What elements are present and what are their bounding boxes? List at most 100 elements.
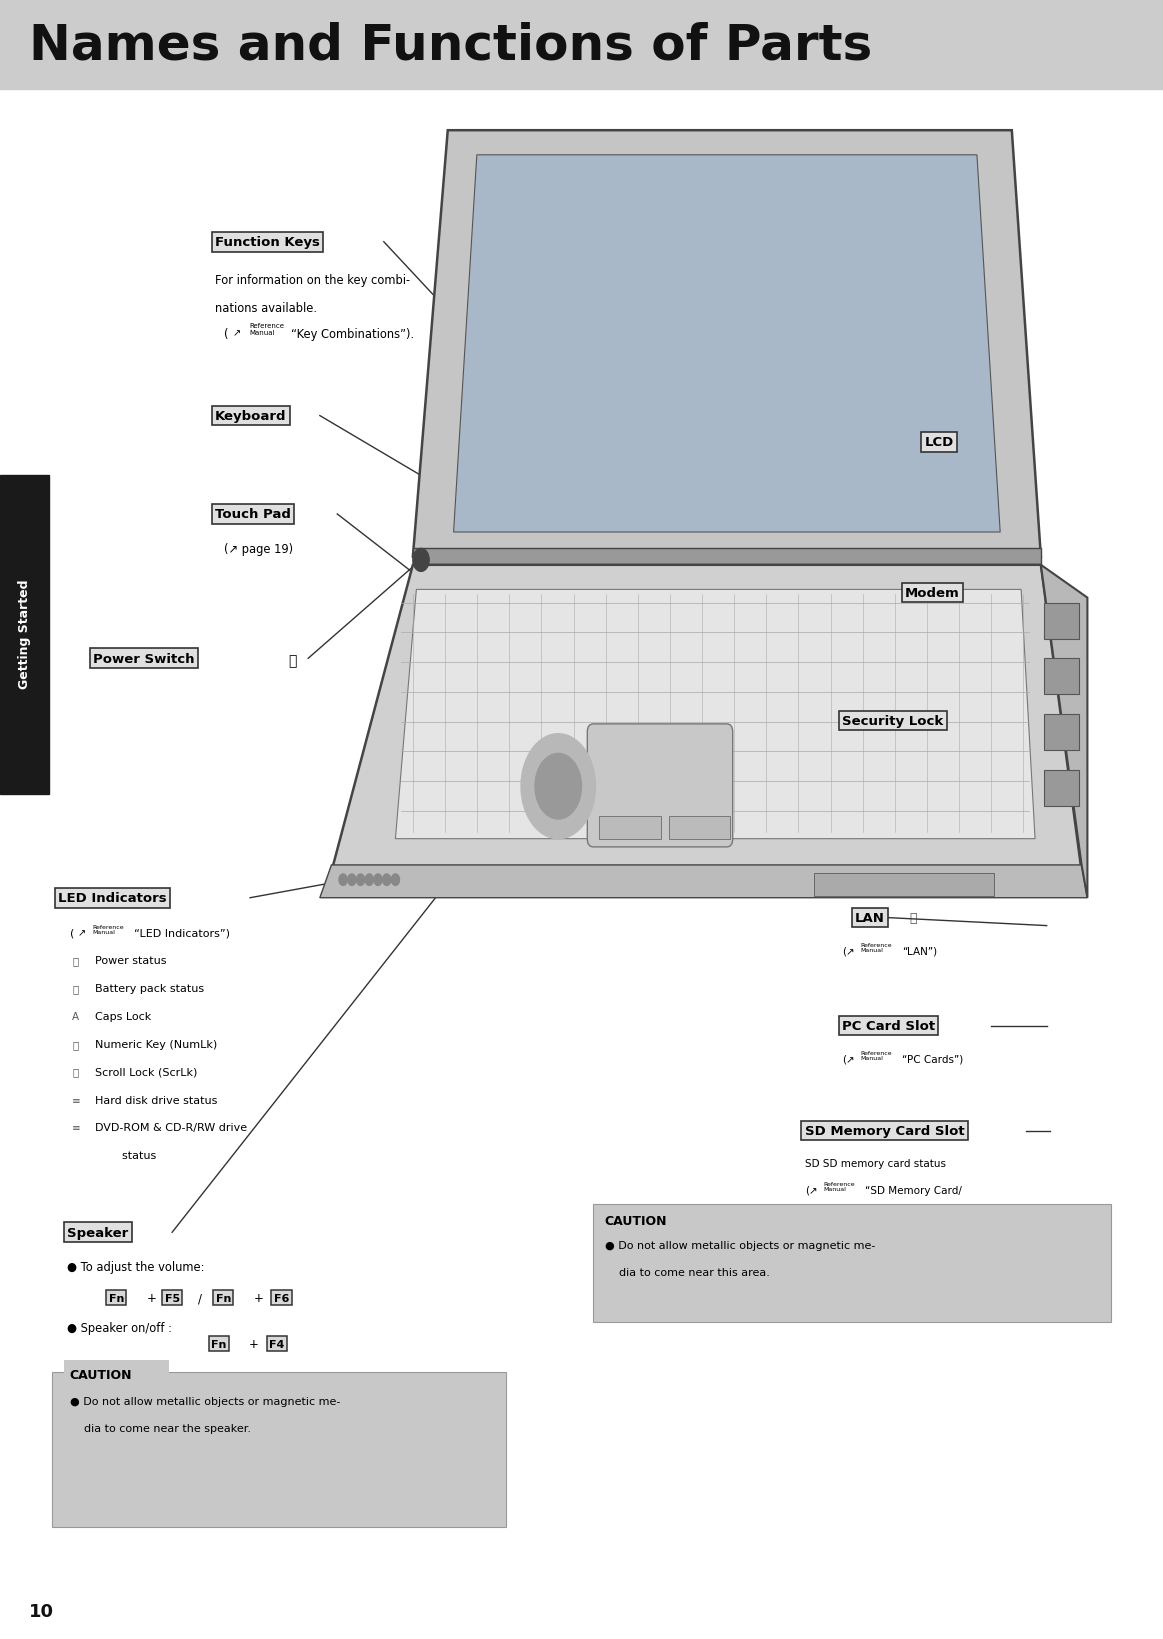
Polygon shape [413, 131, 1041, 557]
Text: ≡: ≡ [72, 1123, 81, 1133]
Text: “Key Combinations”).: “Key Combinations”). [291, 328, 414, 341]
Circle shape [374, 875, 381, 885]
Text: CAUTION: CAUTION [70, 1369, 133, 1382]
Text: +: + [249, 1337, 258, 1351]
Text: 10: 10 [29, 1603, 53, 1619]
Text: dia to come near this area.: dia to come near this area. [619, 1267, 770, 1277]
Text: status: status [108, 1151, 156, 1160]
Text: manual that comes with cable.: manual that comes with cable. [842, 864, 1014, 874]
FancyBboxPatch shape [587, 724, 733, 847]
Text: ● To adjust the volume:: ● To adjust the volume: [67, 1260, 205, 1274]
Bar [0, 475, 49, 795]
Polygon shape [320, 865, 1087, 898]
Text: MultiMedia Card”): MultiMedia Card”) [805, 1211, 899, 1221]
Text: LED Indicators: LED Indicators [58, 892, 166, 905]
Bar [1044, 603, 1079, 639]
Bar [0, 0, 1163, 90]
Text: Reference
Manual: Reference Manual [923, 618, 955, 628]
Text: “LED Indicators”): “LED Indicators”) [134, 928, 230, 938]
Text: Modem: Modem [905, 587, 959, 600]
Text: ↗: ↗ [78, 928, 86, 938]
Text: LAN: LAN [855, 911, 885, 924]
Text: Reference
Manual: Reference Manual [861, 1051, 892, 1060]
Polygon shape [454, 156, 1000, 533]
Text: A: A [72, 1011, 79, 1021]
Text: (↗: (↗ [842, 946, 855, 956]
Text: Touch Pad: Touch Pad [215, 508, 291, 521]
Text: Caps Lock: Caps Lock [95, 1011, 151, 1021]
Text: “LAN”): “LAN”) [902, 946, 937, 956]
Polygon shape [413, 549, 1041, 574]
Text: LCD: LCD [925, 436, 954, 449]
Text: Ⓝ: Ⓝ [72, 1067, 78, 1077]
Text: (: ( [70, 928, 74, 938]
Bar [64, 1360, 169, 1390]
Bar [814, 874, 994, 897]
Bar [1044, 770, 1079, 806]
Text: Reference
Manual: Reference Manual [861, 942, 892, 952]
Bar [1044, 715, 1079, 751]
Text: (↗: (↗ [805, 1185, 818, 1195]
Text: CAUTION: CAUTION [605, 1214, 668, 1228]
Circle shape [521, 734, 595, 839]
Text: “PC Cards”): “PC Cards”) [902, 1054, 964, 1064]
Circle shape [413, 549, 429, 572]
Text: 🖧: 🖧 [909, 911, 916, 924]
Text: /: / [198, 1292, 201, 1305]
Text: Reference
Manual: Reference Manual [823, 1182, 855, 1192]
Text: Names and Functions of Parts: Names and Functions of Parts [29, 21, 872, 70]
Text: F5: F5 [164, 1293, 180, 1303]
Text: Getting Started: Getting Started [17, 580, 31, 688]
Text: Battery pack status: Battery pack status [95, 983, 205, 993]
Text: SD Memory Card Slot: SD Memory Card Slot [805, 1124, 964, 1137]
Text: (: ( [224, 328, 229, 341]
Text: ● Do not allow metallic objects or magnetic me-: ● Do not allow metallic objects or magne… [605, 1241, 875, 1251]
Circle shape [356, 875, 364, 885]
Text: SD SD memory card status: SD SD memory card status [805, 1159, 946, 1169]
Text: Keyboard: Keyboard [215, 410, 286, 423]
Polygon shape [331, 565, 1082, 872]
Text: (↗: (↗ [842, 1054, 855, 1064]
Text: Power status: Power status [95, 956, 166, 965]
Text: Speaker: Speaker [67, 1226, 129, 1239]
Text: ● Speaker on/off :: ● Speaker on/off : [67, 1321, 172, 1334]
Bar [599, 816, 661, 839]
Circle shape [535, 754, 582, 820]
Text: Numeric Key (NumLk): Numeric Key (NumLk) [95, 1039, 217, 1049]
Text: For information on the key combi-: For information on the key combi- [215, 274, 411, 287]
Text: +: + [254, 1292, 263, 1305]
Polygon shape [1041, 565, 1087, 898]
Text: Hard disk drive status: Hard disk drive status [95, 1095, 217, 1105]
Circle shape [348, 875, 356, 885]
Circle shape [391, 875, 400, 885]
Text: Reference
Manual: Reference Manual [92, 924, 123, 934]
Circle shape [365, 875, 373, 885]
Text: dia to come near the speaker.: dia to come near the speaker. [84, 1423, 251, 1432]
Text: nations available.: nations available. [215, 302, 317, 315]
Text: nected to prevent theft of your: nected to prevent theft of your [842, 780, 1015, 790]
Text: Security Lock: Security Lock [842, 715, 943, 728]
Text: computer.: computer. [842, 808, 898, 818]
Circle shape [340, 875, 347, 885]
Text: Reference
Manual: Reference Manual [249, 323, 284, 336]
Text: ● Do not allow metallic objects or magnetic me-: ● Do not allow metallic objects or magne… [70, 1396, 340, 1406]
Text: Fn: Fn [211, 1339, 227, 1349]
Bar [1044, 659, 1079, 695]
Text: F6: F6 [273, 1293, 290, 1303]
Text: PC Card Slot: PC Card Slot [842, 1019, 935, 1033]
Text: (↗ page 19): (↗ page 19) [224, 543, 293, 556]
Text: F4: F4 [269, 1339, 285, 1349]
Polygon shape [395, 590, 1035, 839]
Text: Power Switch: Power Switch [93, 652, 194, 665]
Text: Function Keys: Function Keys [215, 236, 320, 249]
Text: (↗: (↗ [905, 621, 918, 631]
Text: DVD-ROM & CD-R/RW drive: DVD-ROM & CD-R/RW drive [95, 1123, 248, 1133]
Text: Ⓐ: Ⓐ [72, 956, 78, 965]
Text: ≡: ≡ [72, 1095, 81, 1105]
Text: +: + [147, 1292, 156, 1305]
Circle shape [383, 875, 391, 885]
Text: Fn: Fn [108, 1293, 124, 1303]
Text: 🔒: 🔒 [1000, 587, 1007, 600]
Bar [669, 816, 730, 839]
Text: For more information, read the: For more information, read the [842, 836, 1014, 846]
